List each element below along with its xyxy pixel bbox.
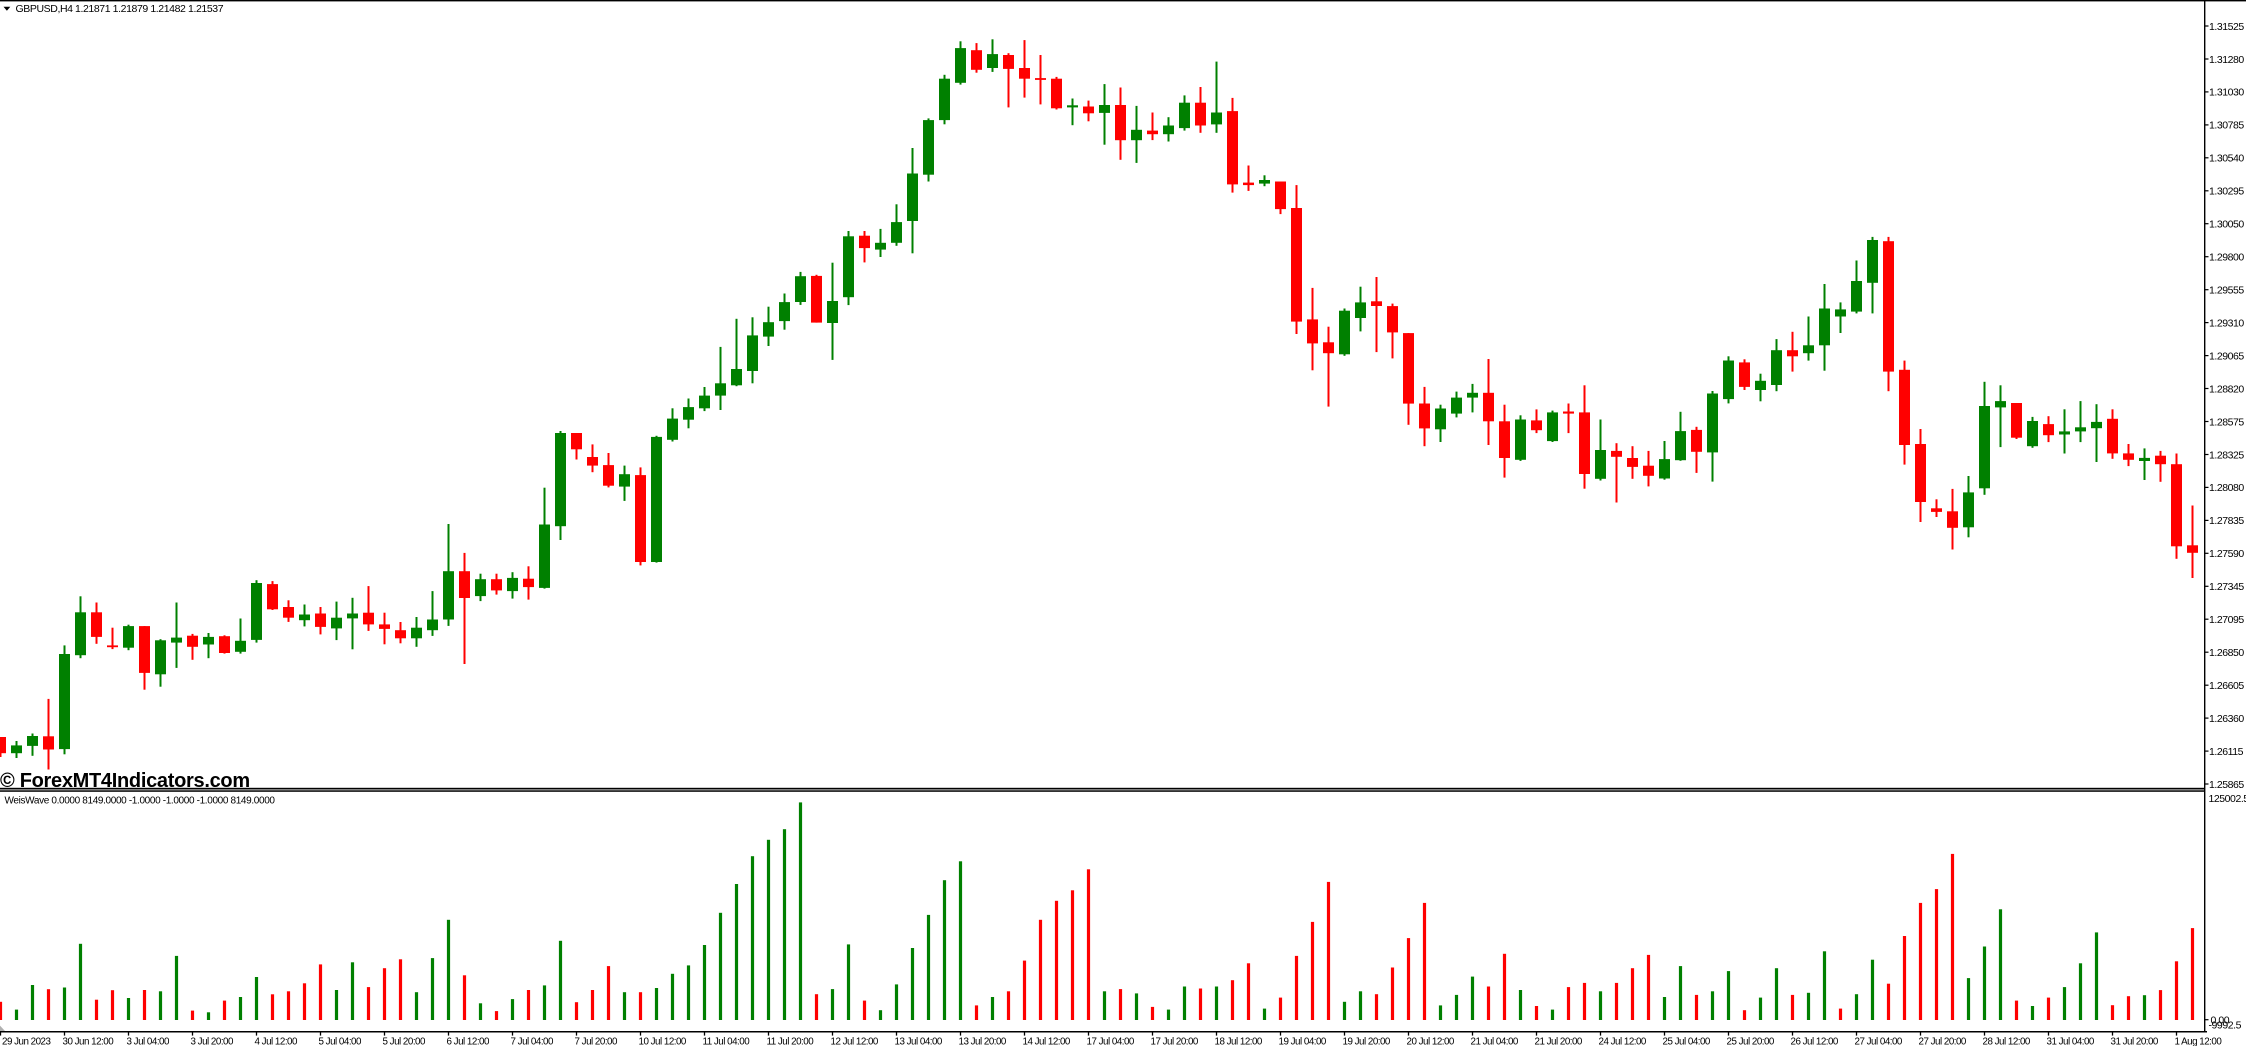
svg-text:14 Jul 12:00: 14 Jul 12:00 bbox=[1023, 1036, 1071, 1046]
svg-text:1.25865: 1.25865 bbox=[2209, 779, 2244, 791]
svg-text:1.26850: 1.26850 bbox=[2209, 647, 2244, 659]
svg-text:1.27590: 1.27590 bbox=[2209, 548, 2244, 560]
svg-text:1.30050: 1.30050 bbox=[2209, 219, 2244, 231]
svg-text:24 Jul 12:00: 24 Jul 12:00 bbox=[1599, 1036, 1647, 1046]
svg-text:1.31280: 1.31280 bbox=[2209, 54, 2244, 66]
svg-text:6 Jul 12:00: 6 Jul 12:00 bbox=[447, 1036, 490, 1046]
svg-text:1.29310: 1.29310 bbox=[2209, 317, 2244, 329]
svg-text:25 Jul 04:00: 25 Jul 04:00 bbox=[1663, 1036, 1711, 1046]
svg-text:13 Jul 20:00: 13 Jul 20:00 bbox=[959, 1036, 1007, 1046]
svg-text:19 Jul 20:00: 19 Jul 20:00 bbox=[1343, 1036, 1391, 1046]
svg-text:1.27345: 1.27345 bbox=[2209, 581, 2244, 593]
svg-text:1.28325: 1.28325 bbox=[2209, 449, 2244, 461]
svg-text:21 Jul 20:00: 21 Jul 20:00 bbox=[1535, 1036, 1583, 1046]
svg-text:1.29800: 1.29800 bbox=[2209, 252, 2244, 264]
svg-text:1.31030: 1.31030 bbox=[2209, 87, 2244, 99]
svg-text:7 Jul 04:00: 7 Jul 04:00 bbox=[511, 1036, 554, 1046]
svg-text:0.00: 0.00 bbox=[2211, 1014, 2230, 1026]
svg-text:1.28575: 1.28575 bbox=[2209, 416, 2244, 428]
svg-text:27 Jul 20:00: 27 Jul 20:00 bbox=[1919, 1036, 1967, 1046]
svg-text:29 Jun 2023: 29 Jun 2023 bbox=[2, 1036, 51, 1046]
svg-text:© ForexMT4Indicators.com: © ForexMT4Indicators.com bbox=[0, 770, 250, 792]
svg-text:1.27835: 1.27835 bbox=[2209, 515, 2244, 527]
svg-text:1.30540: 1.30540 bbox=[2209, 153, 2244, 165]
svg-text:28 Jul 12:00: 28 Jul 12:00 bbox=[1983, 1036, 2031, 1046]
svg-text:13 Jul 04:00: 13 Jul 04:00 bbox=[895, 1036, 943, 1046]
svg-text:1.29555: 1.29555 bbox=[2209, 285, 2244, 297]
svg-text:1.30295: 1.30295 bbox=[2209, 186, 2244, 198]
svg-text:18 Jul 12:00: 18 Jul 12:00 bbox=[1215, 1036, 1263, 1046]
svg-text:4 Jul 12:00: 4 Jul 12:00 bbox=[255, 1036, 298, 1046]
svg-text:1.21871 1.21879 1.21482 1.2153: 1.21871 1.21879 1.21482 1.21537 bbox=[75, 3, 224, 15]
svg-text:1.30785: 1.30785 bbox=[2209, 120, 2244, 132]
svg-text:WeisWave 0.0000 8149.0000 -1.0: WeisWave 0.0000 8149.0000 -1.0000 -1.000… bbox=[5, 796, 276, 807]
svg-text:17 Jul 04:00: 17 Jul 04:00 bbox=[1087, 1036, 1135, 1046]
svg-text:11 Jul 20:00: 11 Jul 20:00 bbox=[767, 1036, 815, 1046]
svg-text:1.29065: 1.29065 bbox=[2209, 350, 2244, 362]
svg-text:20 Jul 12:00: 20 Jul 12:00 bbox=[1407, 1036, 1455, 1046]
svg-text:27 Jul 04:00: 27 Jul 04:00 bbox=[1855, 1036, 1903, 1046]
svg-text:12 Jul 12:00: 12 Jul 12:00 bbox=[831, 1036, 879, 1046]
svg-text:26 Jul 12:00: 26 Jul 12:00 bbox=[1791, 1036, 1839, 1046]
svg-text:-9992.5: -9992.5 bbox=[2209, 1019, 2242, 1031]
svg-text:31 Jul 20:00: 31 Jul 20:00 bbox=[2111, 1036, 2159, 1046]
svg-text:125002.5: 125002.5 bbox=[2209, 793, 2246, 805]
svg-text:31 Jul 04:00: 31 Jul 04:00 bbox=[2047, 1036, 2095, 1046]
svg-text:1.26360: 1.26360 bbox=[2209, 713, 2244, 725]
svg-text:11 Jul 04:00: 11 Jul 04:00 bbox=[703, 1036, 751, 1046]
svg-text:19 Jul 04:00: 19 Jul 04:00 bbox=[1279, 1036, 1327, 1046]
svg-text:21 Jul 04:00: 21 Jul 04:00 bbox=[1471, 1036, 1519, 1046]
svg-text:1.26115: 1.26115 bbox=[2209, 746, 2244, 758]
svg-text:17 Jul 20:00: 17 Jul 20:00 bbox=[1151, 1036, 1199, 1046]
svg-text:1.26605: 1.26605 bbox=[2209, 680, 2244, 692]
svg-text:3 Jul 20:00: 3 Jul 20:00 bbox=[191, 1036, 234, 1046]
svg-text:1.31525: 1.31525 bbox=[2209, 21, 2244, 33]
svg-text:1 Aug 12:00: 1 Aug 12:00 bbox=[2175, 1036, 2223, 1046]
svg-text:10 Jul 12:00: 10 Jul 12:00 bbox=[639, 1036, 687, 1046]
svg-text:5 Jul 04:00: 5 Jul 04:00 bbox=[319, 1036, 362, 1046]
svg-text:30 Jun 12:00: 30 Jun 12:00 bbox=[63, 1036, 115, 1046]
svg-text:1.27095: 1.27095 bbox=[2209, 614, 2244, 626]
svg-text:5 Jul 20:00: 5 Jul 20:00 bbox=[383, 1036, 426, 1046]
svg-text:1.28820: 1.28820 bbox=[2209, 383, 2244, 395]
svg-text:7 Jul 20:00: 7 Jul 20:00 bbox=[575, 1036, 618, 1046]
svg-text:25 Jul 20:00: 25 Jul 20:00 bbox=[1727, 1036, 1775, 1046]
svg-text:1.28080: 1.28080 bbox=[2209, 482, 2244, 494]
svg-text:GBPUSD,H4: GBPUSD,H4 bbox=[16, 3, 74, 15]
svg-text:3 Jul 04:00: 3 Jul 04:00 bbox=[127, 1036, 170, 1046]
